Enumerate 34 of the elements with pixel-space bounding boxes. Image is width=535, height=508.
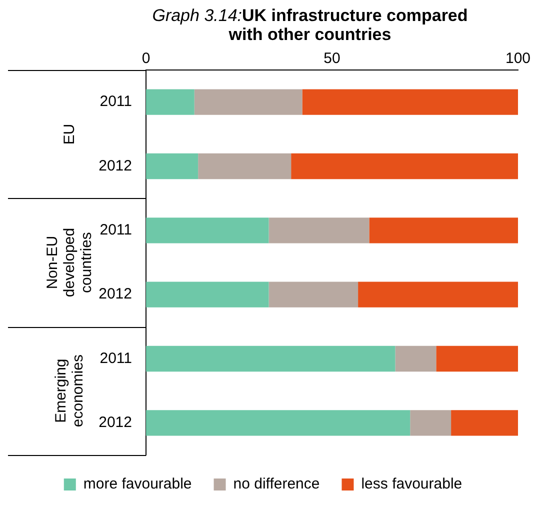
y-tick-label: 2011 bbox=[100, 93, 132, 110]
y-tick-label: 2011 bbox=[100, 222, 132, 239]
bar bbox=[395, 346, 436, 372]
text: Emerging economies bbox=[52, 354, 87, 428]
y-tick-label: 2011 bbox=[100, 350, 132, 367]
text: EU bbox=[61, 124, 78, 145]
bar bbox=[358, 282, 518, 308]
bar bbox=[146, 89, 194, 115]
bar bbox=[146, 410, 410, 436]
bar bbox=[146, 218, 269, 244]
bar bbox=[436, 346, 518, 372]
x-tick-label: 0 bbox=[142, 50, 150, 68]
y-tick-label: 2012 bbox=[98, 286, 132, 303]
x-tick-label: 50 bbox=[324, 50, 340, 68]
bar bbox=[369, 218, 518, 244]
bar bbox=[146, 346, 396, 372]
chart-title: Graph 3.14:UK infrastructure compared with other countries bbox=[152, 6, 468, 44]
legend-label: more favourable bbox=[83, 476, 192, 493]
bar bbox=[410, 410, 452, 436]
bar bbox=[146, 153, 198, 180]
legend-label: no difference bbox=[233, 476, 320, 493]
x-tick-label: 100 bbox=[505, 50, 531, 68]
bar bbox=[268, 218, 370, 244]
bar bbox=[451, 410, 518, 436]
bar bbox=[194, 89, 302, 115]
bar bbox=[291, 153, 518, 180]
bar bbox=[268, 282, 358, 308]
bar bbox=[198, 153, 292, 180]
bar bbox=[146, 282, 269, 308]
y-tick-label: 2012 bbox=[98, 414, 132, 432]
bar bbox=[302, 89, 518, 115]
legend-label: less favourable bbox=[361, 476, 462, 493]
y-tick-label: 2012 bbox=[98, 157, 132, 174]
text: Non-EU developed countries bbox=[44, 228, 96, 298]
